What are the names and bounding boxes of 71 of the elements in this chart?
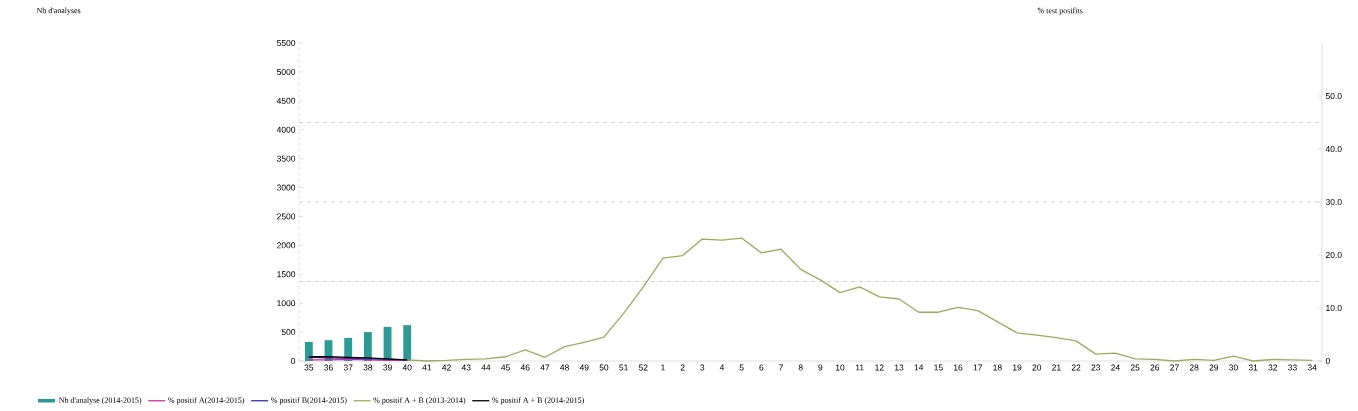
x-tick-label: 51 [619,364,628,371]
x-tick-label: 6 [759,364,764,371]
y2-tick-label: 30.0 [1325,199,1342,205]
y2-tick-label: 40.0 [1325,146,1342,152]
x-tick-label: 23 [1091,364,1101,371]
y-tick-label: 2000 [277,242,296,249]
x-tick-label: 49 [579,364,589,371]
x-tick-label: 9 [818,364,823,371]
y-tick-label: 2500 [277,213,296,220]
y-tick-label: 5000 [276,68,296,75]
x-tick-label: 20 [1032,364,1042,371]
x-tick-label: 31 [1248,364,1258,371]
x-tick-label: 2 [680,364,685,371]
x-tick-label: 12 [875,364,884,371]
x-tick-label: 15 [934,364,943,371]
y-tick-label: 500 [281,329,296,336]
x-tick-label: 50 [599,364,609,371]
y-tick-label: 1500 [277,271,296,278]
x-tick-label: 25 [1130,364,1140,371]
x-tick-label: 34 [1307,364,1317,371]
x-tick-label: 19 [1013,364,1022,371]
x-tick-label: 44 [481,364,491,371]
bar [403,325,412,361]
x-tick-label: 11 [855,364,864,371]
x-tick-label: 47 [540,364,550,371]
y2-tick-label: 50.0 [1325,93,1342,99]
x-tick-label: 5 [739,364,744,371]
x-tick-label: 22 [1071,364,1081,371]
y-tick-label: 5500 [276,40,296,46]
x-tick-label: 3 [700,364,705,371]
x-tick-label: 16 [953,364,963,371]
x-tick-label: 41 [422,364,432,371]
x-tick-label: 17 [973,364,982,371]
x-tick-label: 18 [993,364,1002,371]
x-tick-label: 30 [1229,364,1238,371]
x-tick-label: 24 [1111,364,1120,371]
y-tick-label: 0 [291,358,296,364]
x-tick-label: 13 [894,364,904,371]
x-tick-label: 29 [1209,364,1219,371]
y-tick-label: 3500 [276,155,296,162]
x-tick-label: 43 [461,364,471,371]
y2-tick-label: 10.0 [1326,305,1342,311]
x-tick-label: 36 [324,364,333,371]
x-tick-label: 7 [779,364,783,371]
x-tick-label: 10 [835,364,845,371]
x-tick-label: 39 [383,364,392,371]
x-tick-label: 14 [914,364,924,371]
y-tick-label: 1000 [277,300,296,307]
x-tick-label: 28 [1189,364,1199,371]
x-tick-label: 52 [638,364,648,371]
y2-tick-label: 20.0 [1325,252,1342,258]
x-tick-label: 8 [798,364,803,371]
x-tick-label: 42 [442,364,451,371]
x-tick-label: 27 [1170,364,1179,371]
x-tick-label: 46 [520,364,530,371]
x-tick-label: 37 [343,364,353,371]
x-tick-label: 33 [1288,364,1297,371]
x-tick-label: 1 [661,364,665,371]
x-tick-label: 45 [501,364,510,371]
x-tick-label: 38 [363,364,373,371]
x-tick-label: 40 [402,364,412,371]
x-tick-label: 48 [560,364,569,371]
x-tick-label: 32 [1268,364,1278,371]
y-tick-label: 4000 [276,126,296,133]
y-tick-label: 3000 [276,184,296,191]
x-tick-label: 21 [1052,364,1061,371]
x-tick-label: 26 [1150,364,1160,371]
x-tick-label: 4 [719,364,725,371]
x-tick-label: 35 [304,364,314,371]
y2-tick-label: 0 [1325,358,1330,364]
y-tick-label: 4500 [276,97,296,104]
